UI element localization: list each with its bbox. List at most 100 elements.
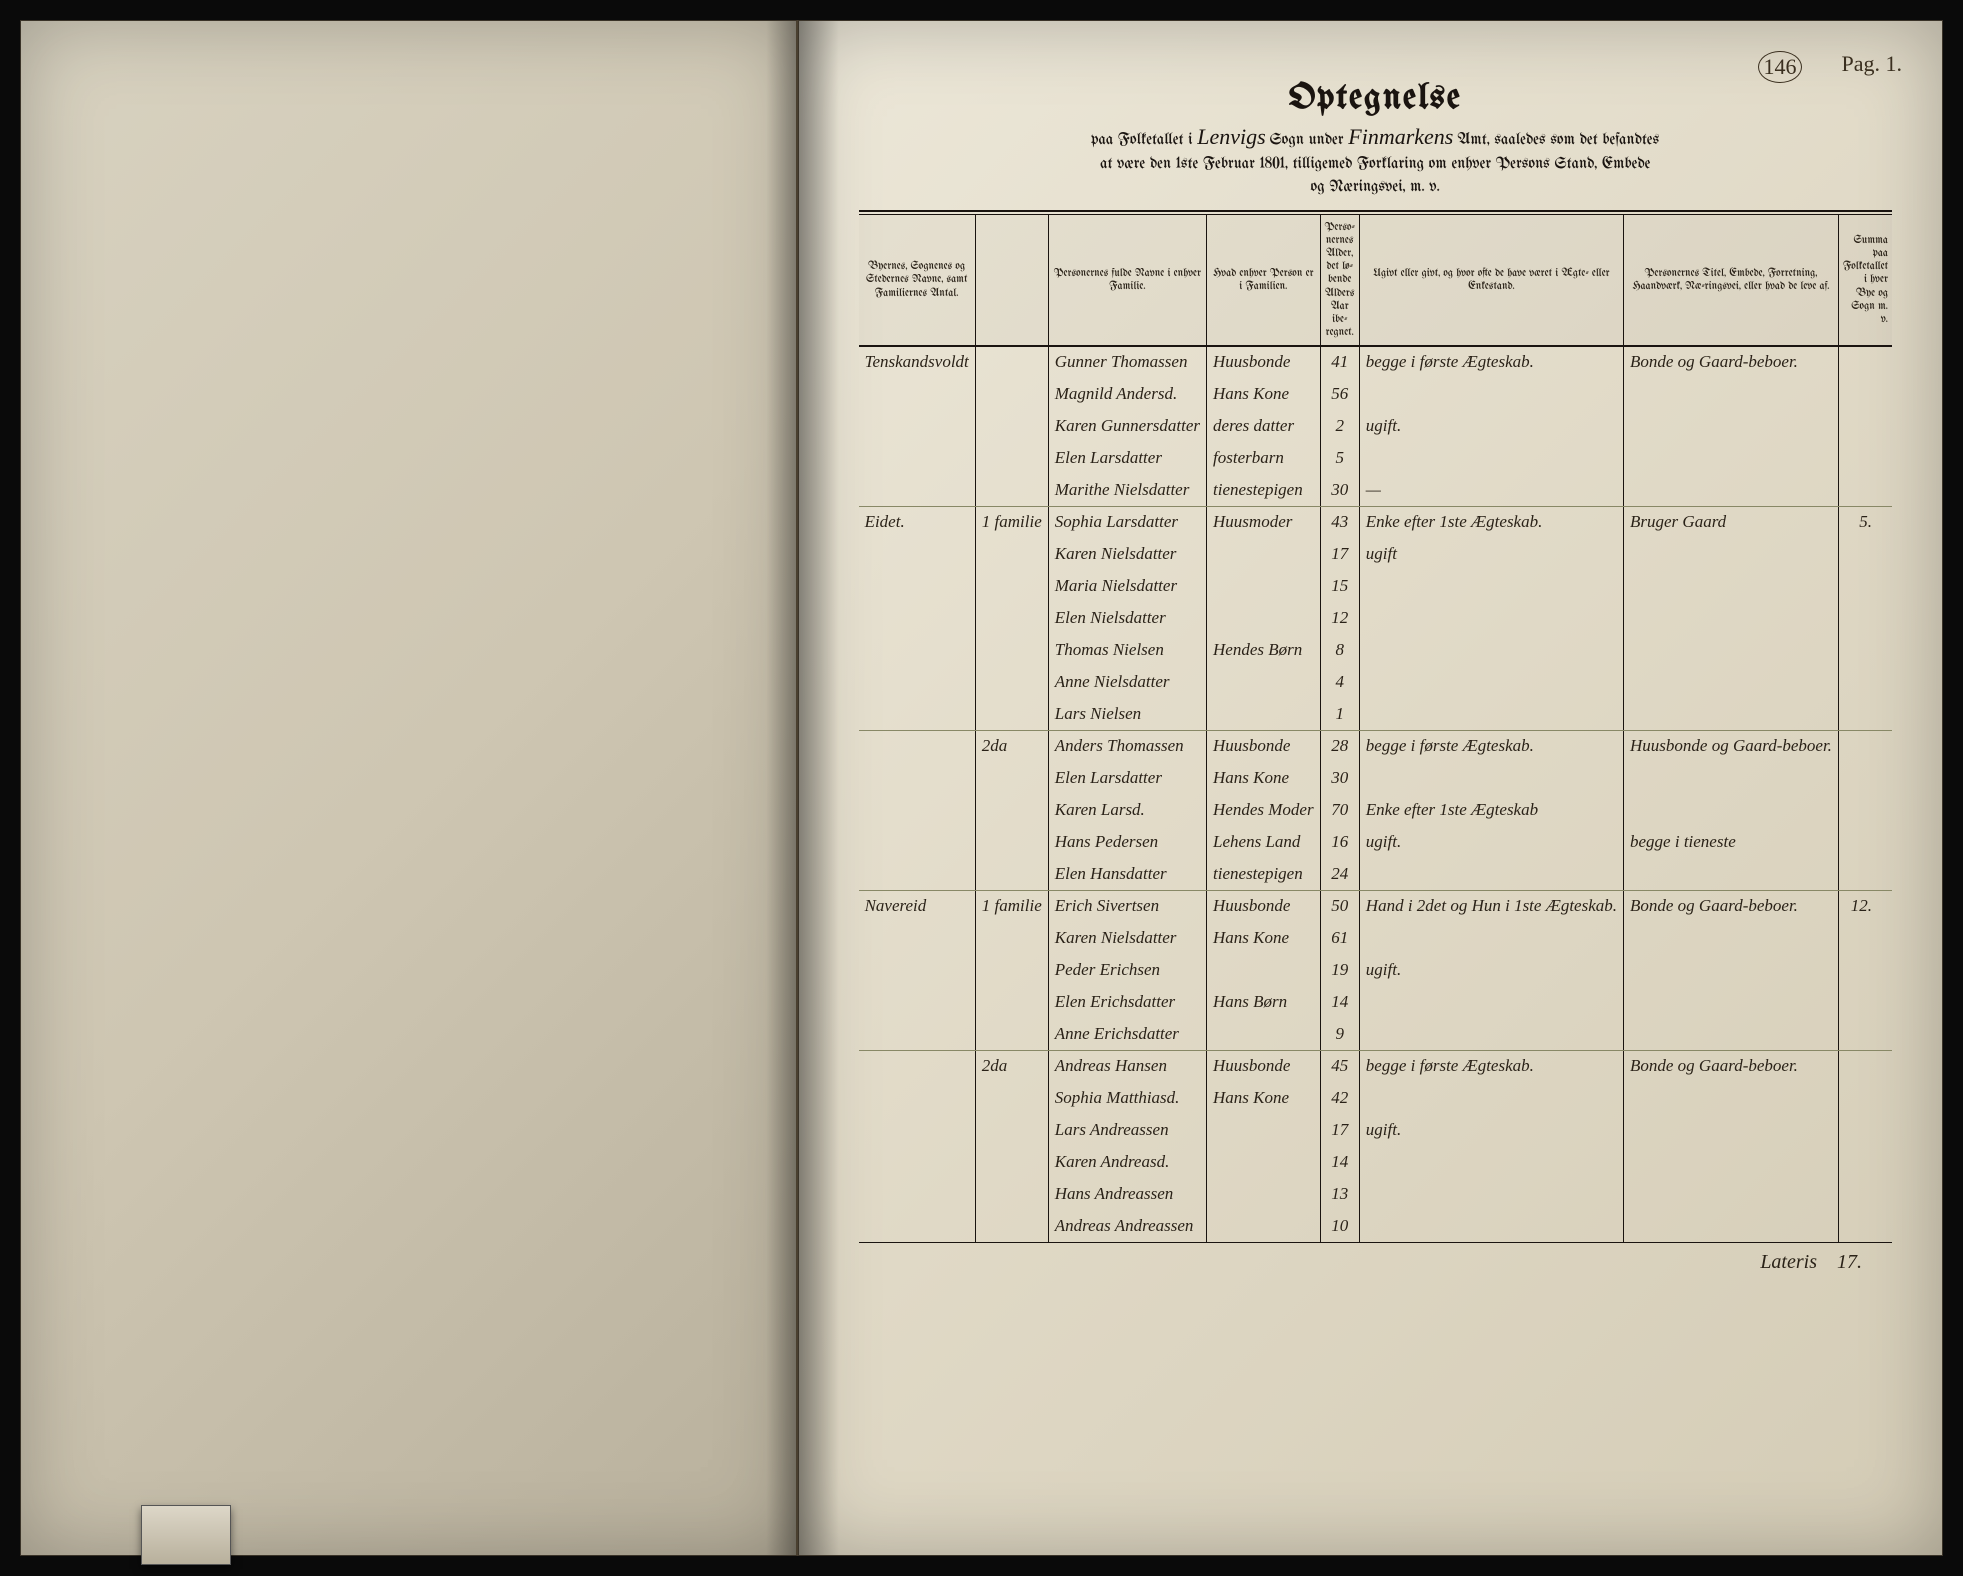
cell-occupation — [1624, 794, 1839, 826]
cell-family — [975, 378, 1048, 410]
cell-occupation: Huusbonde og Gaard-beboer. — [1624, 730, 1839, 762]
cell-relation — [1207, 570, 1321, 602]
cell-marital — [1359, 762, 1623, 794]
cell-family — [975, 634, 1048, 666]
cell-place: Navereid — [859, 890, 976, 922]
cell-family — [975, 1146, 1048, 1178]
cell-name: Karen Andreasd. — [1048, 1146, 1206, 1178]
cell-marital — [1359, 666, 1623, 698]
cell-marital — [1359, 986, 1623, 1018]
footer-total: 17. — [1837, 1251, 1862, 1273]
col-name-header: Personernes fulde Navne i enhver Familie… — [1048, 215, 1206, 347]
cell-family — [975, 826, 1048, 858]
census-body: Tenskandsvoldt Gunner Thomassen Huusbonde4… — [859, 346, 1892, 1242]
cell-name: Marithe Nielsdatter — [1048, 474, 1206, 506]
cell-family — [975, 762, 1048, 794]
col-family-header — [975, 215, 1048, 347]
table-row: Peder Erichsen19ugift. — [859, 954, 1892, 986]
cell-place: Tenskandsvoldt — [859, 346, 976, 378]
cell-family — [975, 410, 1048, 442]
cell-occupation — [1624, 410, 1839, 442]
cell-place — [859, 1146, 976, 1178]
cell-relation: fosterbarn — [1207, 442, 1321, 474]
cell-sum — [1838, 474, 1892, 506]
gutter-shadow-right — [799, 21, 839, 1555]
cell-sum — [1838, 346, 1892, 378]
cell-age: 1 — [1320, 698, 1359, 730]
cell-relation: Huusbonde — [1207, 1050, 1321, 1082]
cell-family — [975, 858, 1048, 890]
cell-name: Lars Nielsen — [1048, 698, 1206, 730]
cell-name: Elen Larsdatter — [1048, 762, 1206, 794]
cell-relation — [1207, 538, 1321, 570]
cell-name: Anne Erichsdatter — [1048, 1018, 1206, 1050]
cell-age: 8 — [1320, 634, 1359, 666]
cell-family — [975, 602, 1048, 634]
cell-sum — [1838, 954, 1892, 986]
cell-occupation — [1624, 698, 1839, 730]
table-row: Elen Hansdattertienestepigen24 — [859, 858, 1892, 890]
page-tab — [141, 1505, 231, 1565]
cell-sum — [1838, 762, 1892, 794]
table-row: 2daAndreas HansenHuusbonde45begge i førs… — [859, 1050, 1892, 1082]
cell-sum — [1838, 1114, 1892, 1146]
cell-family — [975, 794, 1048, 826]
cell-sum — [1838, 1178, 1892, 1210]
cell-marital — [1359, 922, 1623, 954]
cell-relation: Hans Kone — [1207, 762, 1321, 794]
cell-family — [975, 1210, 1048, 1242]
left-page — [20, 20, 798, 1556]
cell-occupation — [1624, 954, 1839, 986]
cell-name: Karen Larsd. — [1048, 794, 1206, 826]
cell-place — [859, 1210, 976, 1242]
cell-place — [859, 1050, 976, 1082]
table-row: Thomas NielsenHendes Børn8 — [859, 634, 1892, 666]
cell-family — [975, 1018, 1048, 1050]
table-row: Karen Andreasd.14 — [859, 1146, 1892, 1178]
cell-sum — [1838, 570, 1892, 602]
cell-occupation: Bonde og Gaard-beboer. — [1624, 346, 1839, 378]
cell-occupation — [1624, 858, 1839, 890]
cell-family: 2da — [975, 1050, 1048, 1082]
cell-name: Gunner Thomassen — [1048, 346, 1206, 378]
col-place-header: Byernes, Sognenes og Stedernes Navne, sa… — [859, 215, 976, 347]
table-row: Marithe Nielsdattertienestepigen30— — [859, 474, 1892, 506]
table-row: Eidet.1 familieSophia LarsdatterHuusmode… — [859, 506, 1892, 538]
cell-family — [975, 922, 1048, 954]
cell-relation: Hans Børn — [1207, 986, 1321, 1018]
cell-relation: Hans Kone — [1207, 378, 1321, 410]
gutter-shadow-left — [766, 21, 796, 1555]
cell-occupation — [1624, 666, 1839, 698]
cell-relation — [1207, 1018, 1321, 1050]
footer-label: Lateris — [1760, 1251, 1817, 1273]
cell-marital: ugift — [1359, 538, 1623, 570]
cell-name: Lars Andreassen — [1048, 1114, 1206, 1146]
cell-occupation — [1624, 474, 1839, 506]
cell-place: Eidet. — [859, 506, 976, 538]
parish-name: Lenvigs — [1197, 124, 1265, 149]
cell-sum — [1838, 1018, 1892, 1050]
cell-place — [859, 922, 976, 954]
cell-name: Elen Erichsdatter — [1048, 986, 1206, 1018]
cell-sum — [1838, 1050, 1892, 1082]
cell-family — [975, 474, 1048, 506]
table-row: Karen Nielsdatter17ugift — [859, 538, 1892, 570]
cell-family: 2da — [975, 730, 1048, 762]
table-row: Andreas Andreassen10 — [859, 1210, 1892, 1242]
cell-sum — [1838, 1082, 1892, 1114]
cell-sum — [1838, 378, 1892, 410]
cell-age: 70 — [1320, 794, 1359, 826]
cell-age: 42 — [1320, 1082, 1359, 1114]
cell-sum — [1838, 538, 1892, 570]
cell-place — [859, 538, 976, 570]
cell-occupation — [1624, 538, 1839, 570]
cell-family: 1 familie — [975, 506, 1048, 538]
cell-sum — [1838, 666, 1892, 698]
title: Optegnelse — [859, 81, 1892, 118]
cell-place — [859, 602, 976, 634]
cell-relation: tienestepigen — [1207, 858, 1321, 890]
cell-marital — [1359, 442, 1623, 474]
table-row: 2daAnders ThomassenHuusbonde28begge i fø… — [859, 730, 1892, 762]
cell-family — [975, 442, 1048, 474]
table-row: Lars Andreassen17ugift. — [859, 1114, 1892, 1146]
